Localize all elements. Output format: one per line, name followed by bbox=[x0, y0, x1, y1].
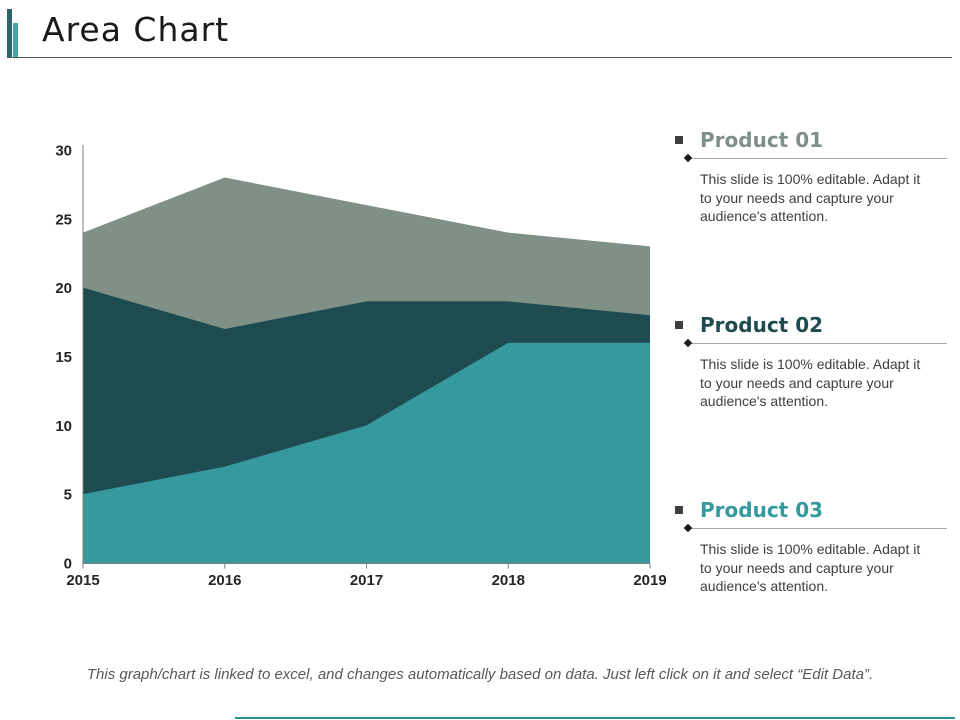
product-block-2: Product 02 This slide is 100% editable. … bbox=[675, 313, 947, 411]
product-description: This slide is 100% editable. Adapt it to… bbox=[700, 541, 921, 594]
product-divider bbox=[683, 523, 947, 533]
y-tick-label: 10 bbox=[55, 418, 72, 435]
y-tick-label: 30 bbox=[55, 143, 72, 160]
y-tick-label: 5 bbox=[64, 487, 72, 504]
y-tick-label: 0 bbox=[64, 556, 72, 573]
product-title: Product 03 bbox=[700, 498, 824, 522]
x-tick-label: 2017 bbox=[350, 572, 383, 589]
y-tick-label: 15 bbox=[55, 349, 72, 366]
title-divider bbox=[8, 57, 952, 58]
accent-bar-light bbox=[13, 23, 18, 58]
y-tick-label: 25 bbox=[55, 211, 72, 228]
product-title: Product 01 bbox=[700, 128, 824, 152]
page-title: Area Chart bbox=[42, 10, 230, 49]
bottom-accent-line bbox=[235, 717, 955, 719]
diamond-icon bbox=[683, 338, 693, 348]
product-title: Product 02 bbox=[700, 313, 824, 337]
diamond-icon bbox=[683, 523, 693, 533]
bullet-square-icon bbox=[675, 136, 683, 144]
product-divider bbox=[683, 153, 947, 163]
footer-note: This graph/chart is linked to excel, and… bbox=[86, 666, 874, 683]
bullet-square-icon bbox=[675, 321, 683, 329]
x-tick-label: 2016 bbox=[208, 572, 241, 589]
bullet-square-icon bbox=[675, 506, 683, 514]
product-block-1: Product 01 This slide is 100% editable. … bbox=[675, 128, 947, 226]
area-series-product-03 bbox=[83, 342, 650, 563]
x-tick-label: 2019 bbox=[633, 572, 666, 589]
product-description: This slide is 100% editable. Adapt it to… bbox=[700, 356, 921, 409]
y-tick-label: 20 bbox=[55, 280, 72, 297]
product-block-3: Product 03 This slide is 100% editable. … bbox=[675, 498, 947, 596]
diamond-icon bbox=[683, 153, 693, 163]
x-tick-label: 2018 bbox=[492, 572, 525, 589]
product-description: This slide is 100% editable. Adapt it to… bbox=[700, 171, 921, 224]
x-tick-label: 2015 bbox=[66, 572, 99, 589]
product-divider bbox=[683, 338, 947, 348]
accent-bar-dark bbox=[7, 9, 12, 58]
